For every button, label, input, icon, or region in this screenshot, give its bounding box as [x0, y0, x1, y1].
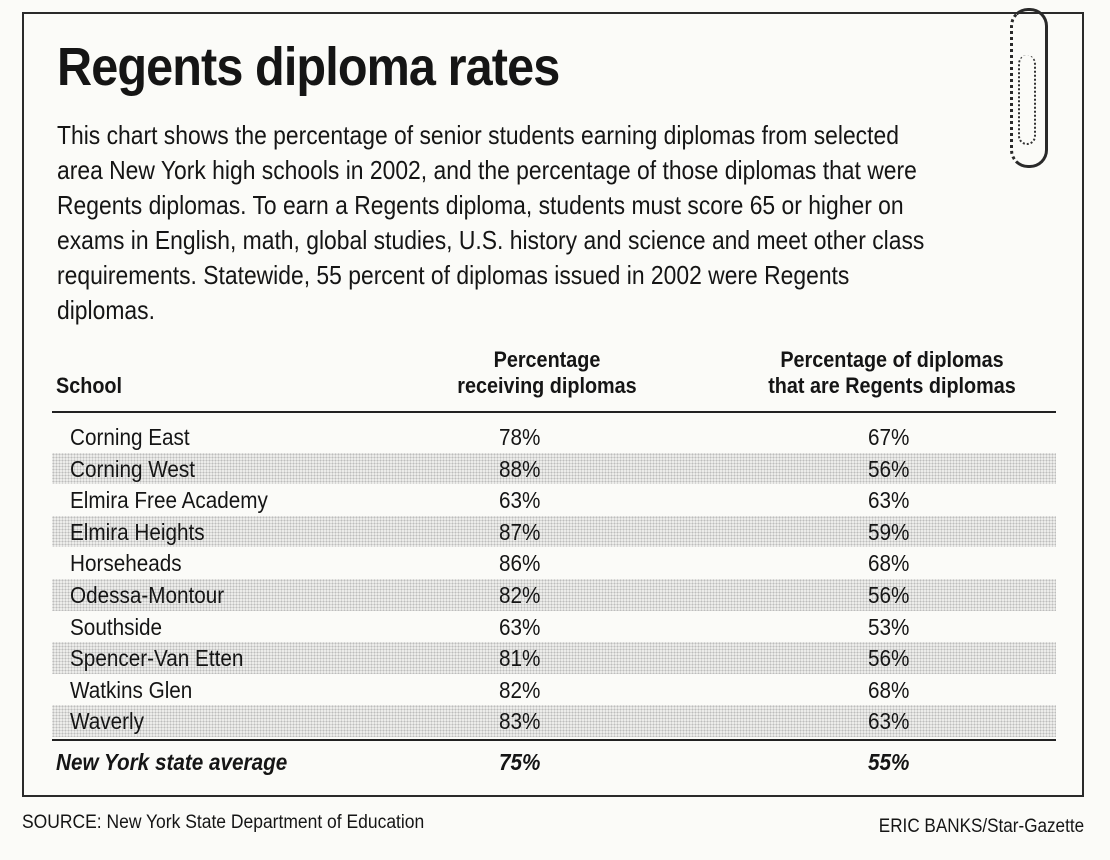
- school-name: Southside: [70, 613, 163, 640]
- school-name: Horseheads: [70, 550, 182, 577]
- diploma-rate: 81%: [499, 645, 541, 672]
- diploma-rate: 82%: [499, 581, 541, 608]
- paperclip-inner-icon: [1018, 55, 1036, 145]
- regents-rate: 53%: [868, 613, 910, 640]
- table-body: Corning East 78% 67% Corning West 88% 56…: [52, 421, 1056, 737]
- state-average-regents: 55%: [868, 748, 910, 775]
- table-row: Spencer-Van Etten 81% 56%: [52, 642, 1056, 674]
- chart-frame: [22, 12, 1084, 797]
- rate-header-line2: receiving diplomas: [457, 373, 637, 398]
- regents-header-line2: that are Regents diplomas: [768, 373, 1016, 398]
- table-row: Southside 63% 53%: [52, 611, 1056, 643]
- regents-rate: 59%: [868, 518, 910, 545]
- table-row: Elmira Heights 87% 59%: [52, 515, 1056, 548]
- paperclip-icon: [1010, 8, 1048, 168]
- table-row: Odessa-Montour 82% 56%: [52, 578, 1056, 611]
- school-name: Elmira Heights: [70, 518, 205, 545]
- diploma-table: School Percentage receiving diplomas Per…: [52, 345, 1056, 781]
- table-row: Waverly 83% 63%: [52, 705, 1056, 737]
- source-credit: SOURCE: New York State Department of Edu…: [22, 812, 425, 833]
- diploma-rate: 86%: [499, 550, 541, 577]
- diploma-rate: 82%: [499, 676, 541, 703]
- school-name: Odessa-Montour: [70, 581, 225, 608]
- school-name: Elmira Free Academy: [70, 487, 268, 514]
- table-row: Horseheads 86% 68%: [52, 547, 1056, 579]
- intro-paragraph: This chart shows the percentage of senio…: [57, 120, 925, 325]
- table-row: Corning West 88% 56%: [52, 452, 1056, 485]
- rate-header-line1: Percentage: [493, 347, 601, 372]
- diploma-rate: 78%: [499, 424, 541, 450]
- school-name: Spencer-Van Etten: [70, 645, 244, 672]
- regents-header-line1: Percentage of diplomas: [780, 347, 1004, 372]
- diploma-rate: 63%: [499, 487, 541, 514]
- regents-rate: 68%: [868, 550, 910, 577]
- regents-rate: 56%: [868, 581, 910, 608]
- regents-rate: 63%: [868, 708, 910, 735]
- regents-column-header: Percentage of diplomas that are Regents …: [730, 347, 1054, 399]
- diploma-rate: 87%: [499, 518, 541, 545]
- page-title: Regents diploma rates: [57, 37, 560, 97]
- diploma-rate: 63%: [499, 613, 541, 640]
- regents-rate: 56%: [868, 455, 910, 482]
- school-name: Waverly: [70, 708, 144, 735]
- diploma-rate: 83%: [499, 708, 541, 735]
- school-name: Watkins Glen: [70, 676, 193, 703]
- table-row: Corning East 78% 67%: [52, 421, 1056, 453]
- table-row: Elmira Free Academy 63% 63%: [52, 484, 1056, 516]
- rate-column-header: Percentage receiving diplomas: [390, 347, 705, 399]
- table-header: School Percentage receiving diplomas Per…: [52, 345, 1056, 413]
- state-average-row: New York state average 75% 55%: [52, 738, 1056, 781]
- regents-rate: 56%: [868, 645, 910, 672]
- state-average-label: New York state average: [56, 748, 288, 775]
- school-column-header: School: [56, 373, 123, 398]
- school-name: Corning East: [70, 424, 190, 450]
- state-average-rate: 75%: [499, 748, 541, 775]
- diploma-rate: 88%: [499, 455, 541, 482]
- regents-rate: 68%: [868, 676, 910, 703]
- table-row: Watkins Glen 82% 68%: [52, 674, 1056, 706]
- school-name: Corning West: [70, 455, 196, 482]
- regents-rate: 67%: [868, 424, 910, 450]
- regents-rate: 63%: [868, 487, 910, 514]
- graphic-credit: ERIC BANKS/Star-Gazette: [878, 816, 1084, 837]
